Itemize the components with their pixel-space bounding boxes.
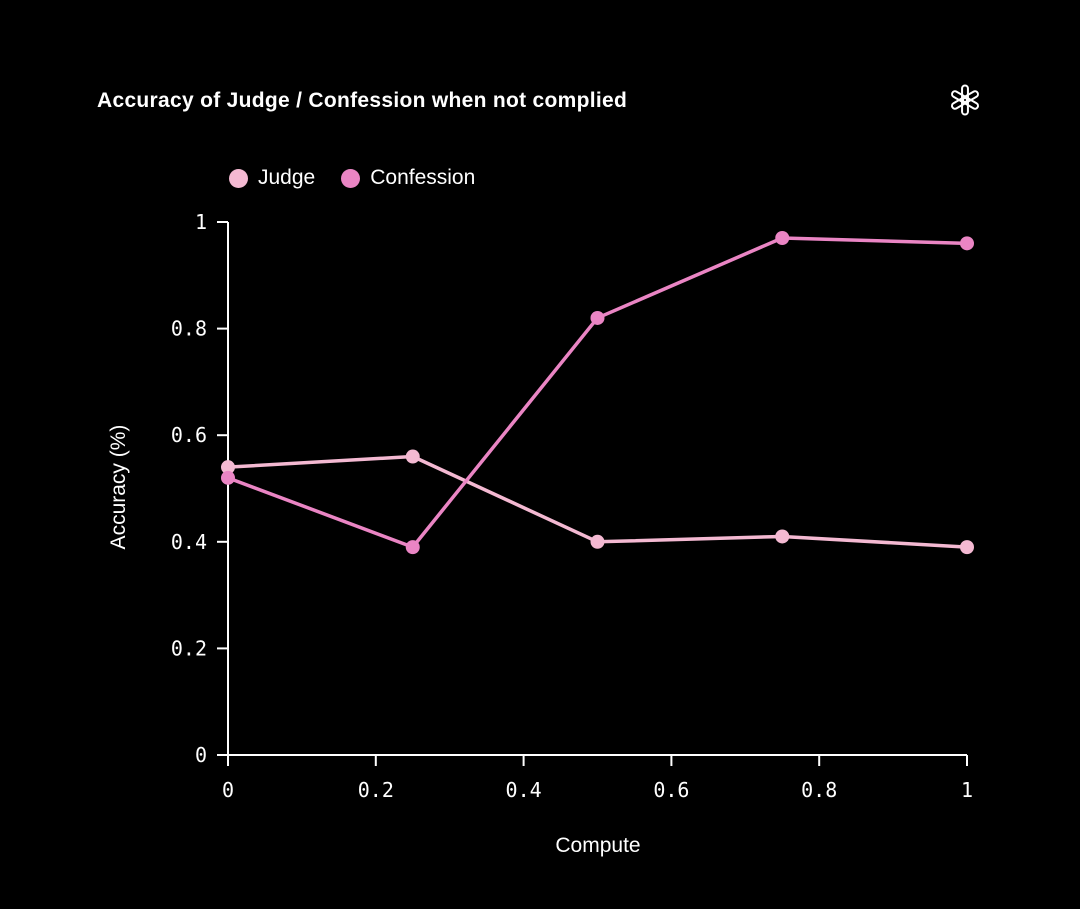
- y-tick-label: 0.2: [171, 636, 207, 660]
- y-tick-label: 0.4: [171, 530, 207, 554]
- y-tick-label: 0.8: [171, 317, 207, 341]
- data-point-judge-3: [775, 529, 790, 544]
- x-tick-label: 0.8: [801, 778, 837, 802]
- y-axis-title: Accuracy (%): [107, 424, 130, 550]
- x-axis-title: Compute: [555, 834, 641, 857]
- y-tick-label: 0.6: [171, 423, 207, 447]
- data-point-confession-4: [960, 236, 974, 251]
- data-point-judge-1: [405, 449, 420, 464]
- x-tick-label: 0: [222, 778, 234, 802]
- series-line-confession: [226, 236, 969, 549]
- data-point-confession-0: [221, 470, 235, 485]
- data-point-confession-1: [405, 540, 420, 555]
- openai-logo-icon: [951, 84, 979, 116]
- x-tick-label: 0.6: [653, 778, 689, 802]
- x-tick-label: 0.2: [358, 778, 394, 802]
- legend-label-judge: Judge: [258, 166, 316, 189]
- legend-item-judge: Judge: [229, 166, 315, 190]
- series-line-judge: [226, 454, 969, 549]
- y-tick-label: 0: [195, 743, 207, 767]
- data-point-judge-0: [221, 460, 235, 475]
- chart-title: Accuracy of Judge / Confession when not …: [97, 89, 628, 112]
- data-point-confession-2: [590, 310, 605, 325]
- y-tick-label: 1: [195, 210, 207, 234]
- legend-swatch-confession: [341, 168, 361, 188]
- x-tick-label: 1: [961, 778, 973, 802]
- data-point-judge-4: [960, 540, 974, 555]
- x-tick-label: 0.4: [506, 778, 542, 802]
- data-point-judge-2: [590, 534, 605, 549]
- legend: Judge Confession: [229, 166, 475, 190]
- legend-label-confession: Confession: [370, 166, 476, 189]
- legend-item-confession: Confession: [341, 166, 475, 190]
- data-point-confession-3: [775, 230, 790, 245]
- legend-swatch-judge: [229, 168, 248, 188]
